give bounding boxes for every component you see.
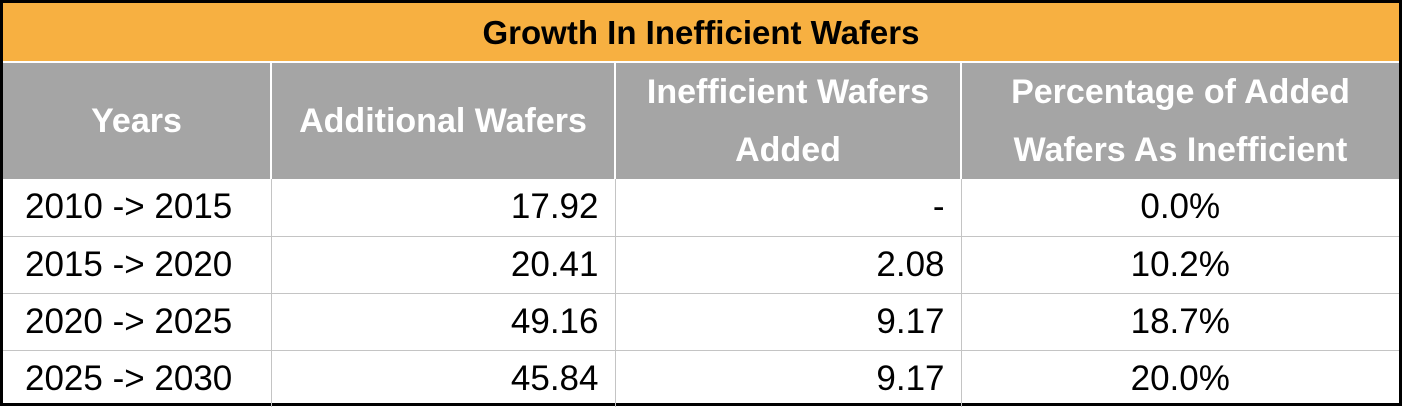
header-percentage-inefficient: Percentage of Added Wafers As Inefficien… — [960, 63, 1399, 179]
cell-percentage: 0.0% — [960, 179, 1399, 236]
header-additional-wafers: Additional Wafers — [270, 63, 615, 179]
cell-years: 2015 -> 2020 — [3, 235, 271, 293]
header-row: Years Additional Wafers Inefficient Wafe… — [3, 63, 1399, 179]
table-row: 2015 -> 2020 20.41 2.08 10.2% — [3, 235, 1399, 293]
cell-inefficient-wafers: 9.17 — [614, 349, 961, 407]
header-years: Years — [3, 63, 271, 179]
cell-additional-wafers: 20.41 — [270, 235, 615, 293]
cell-percentage: 10.2% — [960, 235, 1399, 293]
cell-percentage: 20.0% — [960, 349, 1399, 407]
cell-additional-wafers: 17.92 — [270, 179, 615, 236]
cell-years: 2010 -> 2015 — [25, 187, 233, 227]
cell-years: 2020 -> 2025 — [3, 292, 271, 350]
cell-years: 2025 -> 2030 — [3, 349, 271, 407]
cell-inefficient-wafers: 2.08 — [614, 235, 961, 293]
table-title: Growth In Inefficient Wafers — [3, 3, 1399, 63]
cell-inefficient-wafers: 9.17 — [614, 292, 961, 350]
table-row: 2020 -> 2025 49.16 9.17 18.7% — [3, 292, 1399, 350]
table-row: 2010 -> 2015 17.92 - 0.0% — [3, 179, 1399, 236]
wafer-growth-table: Years Additional Wafers Inefficient Wafe… — [3, 63, 1399, 407]
header-inefficient-wafers-added: Inefficient Wafers Added — [614, 63, 961, 179]
cell-additional-wafers: 49.16 — [270, 292, 615, 350]
cell-inefficient-wafers: - — [614, 179, 961, 236]
table-row: 2025 -> 2030 45.84 9.17 20.0% — [3, 349, 1399, 407]
cell-additional-wafers: 45.84 — [270, 349, 615, 407]
cell-percentage: 18.7% — [960, 292, 1399, 350]
